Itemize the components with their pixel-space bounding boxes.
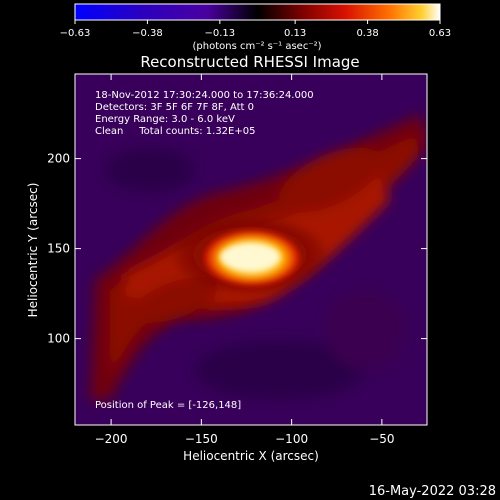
colorbar-tick-label: 0.13 [284,28,306,39]
x-tick-label: −150 [185,432,218,446]
peak-core [220,244,280,270]
colorbar-tick-label: −0.38 [132,28,163,39]
colorbar-gradient [74,3,441,21]
heatmap-image [75,74,427,425]
plot-frame [74,73,428,426]
y-tick-label: 100 [47,332,70,346]
x-axis-ticks: −200 −150 −100 −50 [95,74,395,446]
y-tick-label: 200 [47,152,70,166]
info-line-energy: Energy Range: 3.0 - 6.0 keV [95,114,235,125]
colorbar-tick-label: −0.63 [60,28,91,39]
y-axis-ticks: 100 150 200 [47,152,427,346]
x-axis-label: Heliocentric X (arcsec) [183,449,319,463]
colorbar: −0.63 −0.38 −0.13 0.13 0.38 0.63 (photons cm⁻… [60,3,451,52]
colorbar-unit-label: (photons cm⁻² s⁻¹ asec⁻²) [192,41,321,52]
info-line-time: 18-Nov-2012 17:30:24.000 to 17:36:24.000 [95,90,314,101]
chart-title: Reconstructed RHESSI Image [140,53,359,71]
y-tick-label: 150 [47,242,70,256]
info-line-detectors: Detectors: 3F 5F 6F 7F 8F, Att 0 [95,102,254,113]
colorbar-tick-label: 0.38 [356,28,378,39]
y-axis-label: Heliocentric Y (arcsec) [26,183,40,318]
info-block: 18-Nov-2012 17:30:24.000 to 17:36:24.000… [95,90,314,411]
colorbar-tick-label: −0.13 [205,28,236,39]
colorbar-ticks: −0.63 −0.38 −0.13 0.13 0.38 0.63 [60,20,451,39]
x-tick-label: −200 [95,432,128,446]
info-line-counts: Clean Total counts: 1.32E+05 [95,126,255,137]
x-tick-label: −100 [275,432,308,446]
colorbar-tick-label: 0.63 [429,28,451,39]
x-tick-label: −50 [369,432,394,446]
timestamp: 16-May-2022 03:28 [369,484,496,499]
peak-position-label: Position of Peak = [-126,148] [95,400,241,411]
